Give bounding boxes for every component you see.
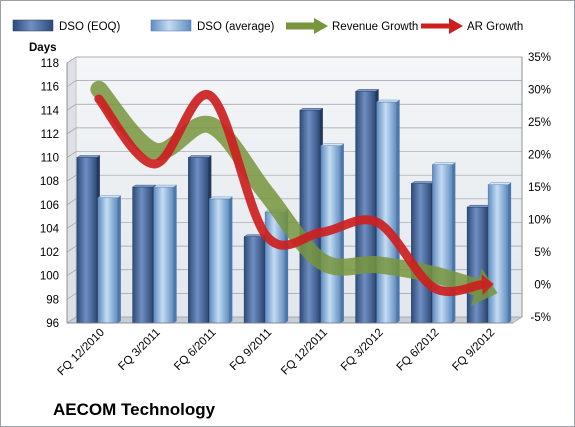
x-tick-label: FQ 6/2012 (395, 327, 442, 374)
gridline (66, 56, 522, 64)
bar (432, 164, 453, 324)
bar (209, 198, 230, 324)
legend-label: AR Growth (467, 21, 523, 33)
bar (487, 184, 509, 324)
bar-top (76, 155, 101, 158)
y2-tick-label: 5% (534, 247, 551, 259)
bar-side (173, 185, 177, 323)
bars (76, 89, 512, 324)
bar (97, 197, 119, 324)
y2-tick-label: -5% (531, 312, 551, 324)
bar-top (466, 204, 491, 208)
bar-top (354, 89, 380, 92)
y-tick-label: 104 (40, 223, 60, 235)
y2-tick-label: 0% (534, 280, 551, 292)
y-tick-label: 112 (41, 129, 59, 141)
x-tick-label: FQ 12/2011 (279, 327, 330, 378)
bar-top (208, 196, 234, 200)
series-arrowhead (481, 274, 494, 295)
x-tick-label: FQ 6/2011 (172, 327, 218, 373)
bar-top (487, 182, 512, 185)
legend-swatch (12, 19, 54, 32)
y-tick-label: 102 (40, 247, 59, 259)
y2-tick-label: 30% (528, 85, 551, 97)
bar-side (452, 162, 456, 323)
bar (153, 186, 174, 324)
bar (188, 157, 209, 324)
bar-top (299, 108, 324, 111)
bar-top (431, 162, 457, 165)
bar-side (285, 209, 289, 323)
bar-top (97, 195, 122, 198)
bar-side (396, 100, 400, 323)
bar-top (187, 155, 213, 158)
legend-label: DSO (EOQ) (59, 21, 121, 33)
legend-label: Revenue Growth (332, 21, 418, 33)
x-tick-label: FQ 3/2011 (116, 327, 162, 373)
gridline (66, 80, 522, 87)
x-tick-label: FQ 3/2012 (339, 327, 386, 374)
legend: DSO (EOQ) DSO (average) Revenue Growth AR G… (12, 18, 523, 34)
y-tick-label: 114 (41, 105, 60, 117)
y-tick-label: 98 (46, 294, 59, 306)
y2-tick-label: 10% (528, 215, 551, 227)
series-line (94, 90, 486, 297)
y-tick-label: 100 (40, 271, 59, 283)
bar (466, 206, 488, 324)
y-tick-label: 118 (41, 58, 59, 70)
bar (299, 110, 321, 324)
bar (243, 236, 265, 324)
bar (76, 157, 98, 324)
y2-tick-label: 25% (528, 117, 551, 129)
bar-top (410, 181, 436, 184)
bar-top (152, 184, 178, 188)
bar-side (340, 143, 344, 323)
y-tick-label: 96 (46, 318, 59, 330)
bar (355, 91, 376, 324)
bar-top (320, 143, 345, 146)
legend-label: DSO (average) (197, 21, 275, 33)
plot-side-wall (66, 56, 77, 324)
bar-top (375, 99, 401, 103)
bar (132, 186, 153, 324)
legend-arrow (314, 18, 328, 34)
company-title: AECOM Technology (53, 400, 216, 419)
y-tick-label: 106 (40, 200, 59, 212)
y-axis-title: Days (29, 42, 57, 54)
y2-tick-label: 15% (528, 182, 551, 194)
y2-tick-label: 20% (528, 150, 551, 162)
bar-side (508, 182, 512, 323)
x-tick-label: FQ 9/2012 (450, 327, 497, 374)
legend-swatch (150, 19, 192, 32)
y-tick-label: 108 (40, 176, 59, 188)
x-tick-label: FQ 9/2011 (228, 327, 274, 373)
x-tick-label: FQ 12/2010 (56, 327, 107, 378)
growth-lines (90, 80, 498, 306)
bar (411, 183, 432, 324)
bar-side (229, 196, 233, 323)
bar-side (117, 195, 121, 323)
y-tick-label: 110 (41, 153, 59, 165)
y2-tick-label: 35% (528, 52, 551, 64)
legend-arrow (449, 18, 463, 34)
bar (376, 101, 397, 324)
y-tick-label: 116 (41, 82, 59, 94)
bar-top (131, 184, 157, 188)
